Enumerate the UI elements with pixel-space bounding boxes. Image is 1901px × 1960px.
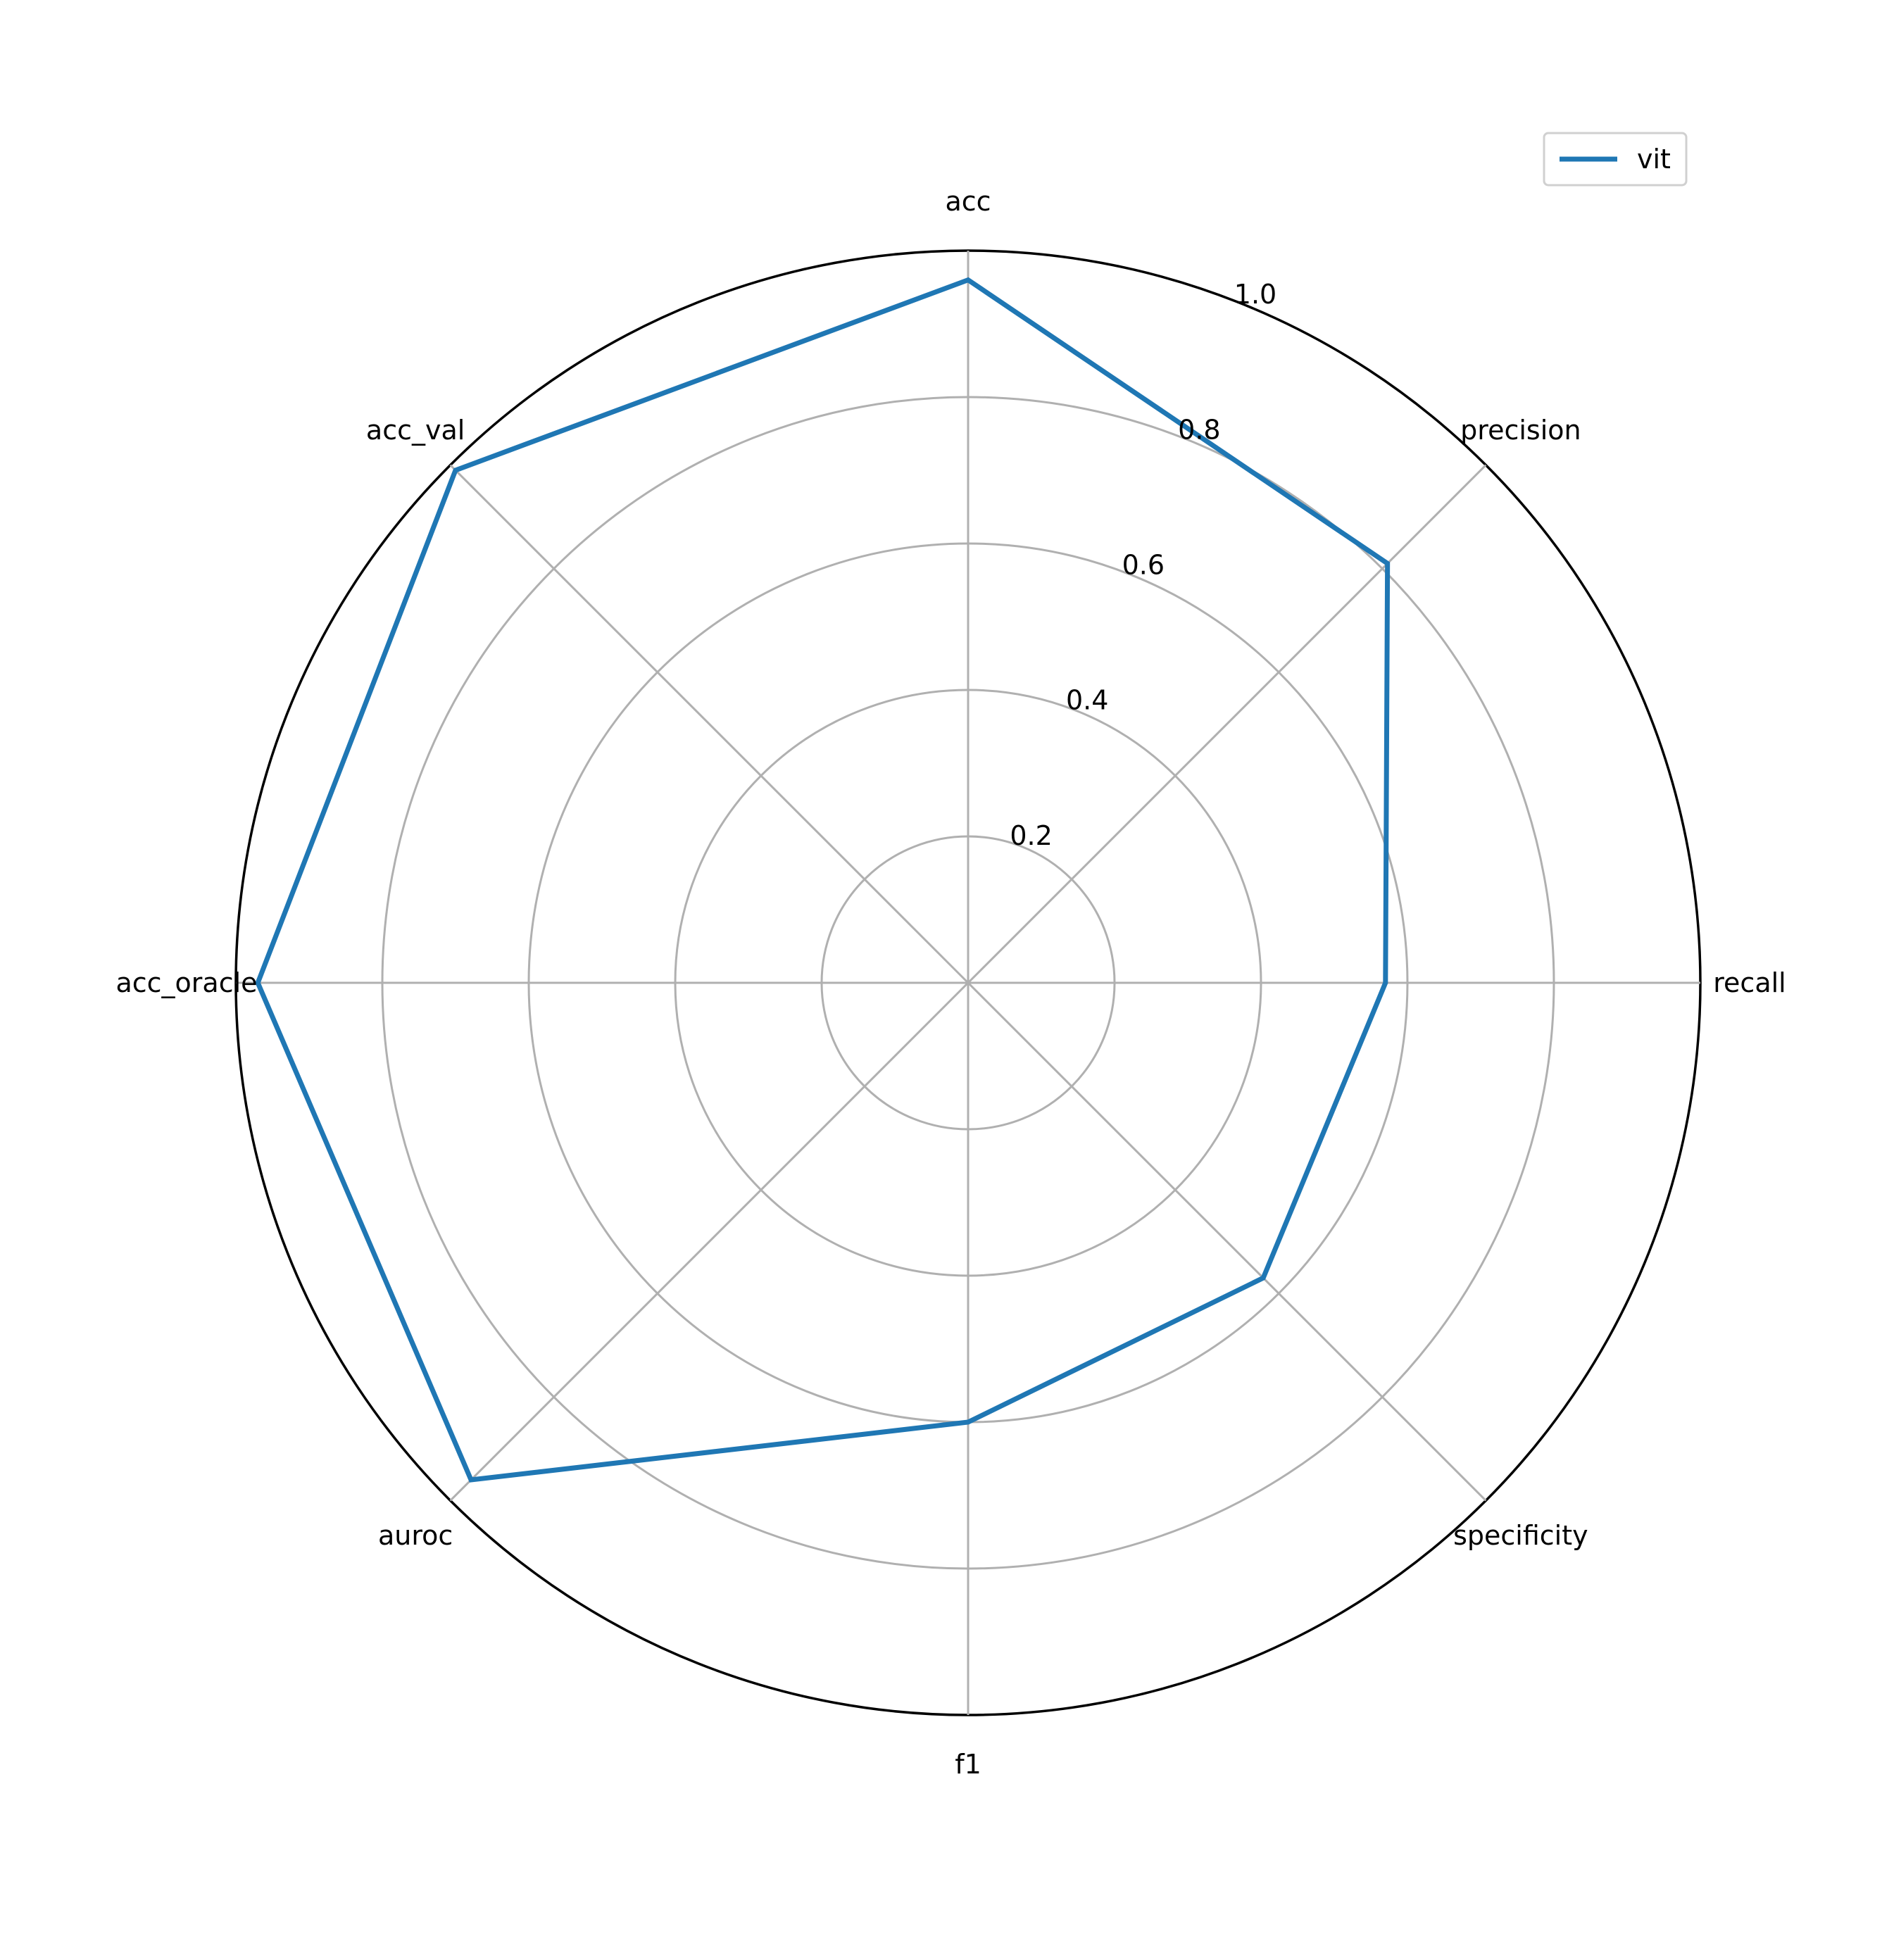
radial-tick-label: 0.6 xyxy=(1122,549,1165,580)
spoke-precision xyxy=(967,464,1487,984)
radial-tick-label: 0.2 xyxy=(1010,820,1052,851)
axis-label-acc: acc xyxy=(945,186,991,217)
grid-layer xyxy=(234,249,1702,1716)
label-layer: acc precision recall specificity f1 auroc acc_… xyxy=(115,186,1786,1780)
series-line-vit xyxy=(255,277,1391,1483)
legend-label: vit xyxy=(1637,144,1671,175)
radial-tick-label: 1.0 xyxy=(1234,279,1276,310)
spoke-specificity xyxy=(967,981,1487,1502)
axis-label-specificity: specificity xyxy=(1453,1520,1588,1551)
spoke-acc-val xyxy=(449,464,970,984)
axis-label-acc-val: acc_val xyxy=(366,415,465,446)
series-layer xyxy=(255,277,1391,1483)
axis-label-precision: precision xyxy=(1460,415,1581,446)
axis-label-f1: f1 xyxy=(955,1749,981,1780)
radial-tick-label: 0.8 xyxy=(1178,414,1220,445)
axis-label-auroc: auroc xyxy=(378,1520,453,1551)
spoke-auroc xyxy=(449,981,970,1502)
radial-tick-label: 0.4 xyxy=(1066,685,1108,716)
axis-label-acc-oracle: acc_oracle xyxy=(115,967,257,998)
legend: vit xyxy=(1543,132,1688,187)
axis-label-recall: recall xyxy=(1713,967,1786,998)
